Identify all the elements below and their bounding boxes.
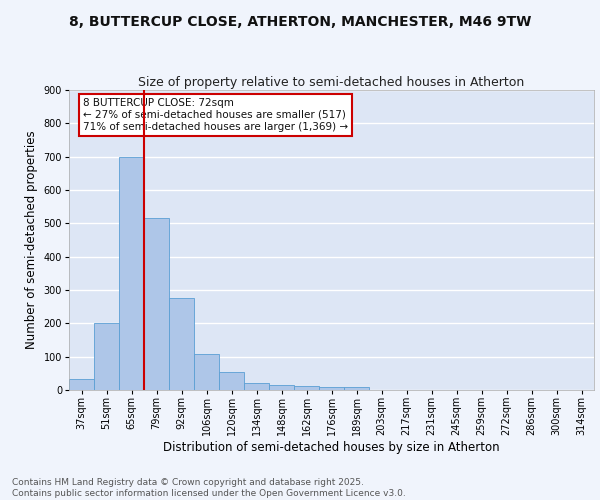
- Bar: [344, 388, 369, 390]
- Bar: [219, 372, 244, 390]
- Text: Contains HM Land Registry data © Crown copyright and database right 2025.
Contai: Contains HM Land Registry data © Crown c…: [12, 478, 406, 498]
- Bar: [294, 386, 319, 390]
- Y-axis label: Number of semi-detached properties: Number of semi-detached properties: [25, 130, 38, 350]
- Text: 8, BUTTERCUP CLOSE, ATHERTON, MANCHESTER, M46 9TW: 8, BUTTERCUP CLOSE, ATHERTON, MANCHESTER…: [69, 15, 531, 29]
- Title: Size of property relative to semi-detached houses in Atherton: Size of property relative to semi-detach…: [139, 76, 524, 89]
- Bar: [169, 298, 194, 390]
- Text: 8 BUTTERCUP CLOSE: 72sqm
← 27% of semi-detached houses are smaller (517)
71% of : 8 BUTTERCUP CLOSE: 72sqm ← 27% of semi-d…: [83, 98, 348, 132]
- Bar: [119, 156, 144, 390]
- Bar: [194, 354, 219, 390]
- Bar: [94, 322, 119, 390]
- X-axis label: Distribution of semi-detached houses by size in Atherton: Distribution of semi-detached houses by …: [163, 440, 500, 454]
- Bar: [319, 386, 344, 390]
- Bar: [144, 218, 169, 390]
- Bar: [269, 385, 294, 390]
- Bar: [69, 379, 94, 390]
- Bar: [244, 384, 269, 390]
